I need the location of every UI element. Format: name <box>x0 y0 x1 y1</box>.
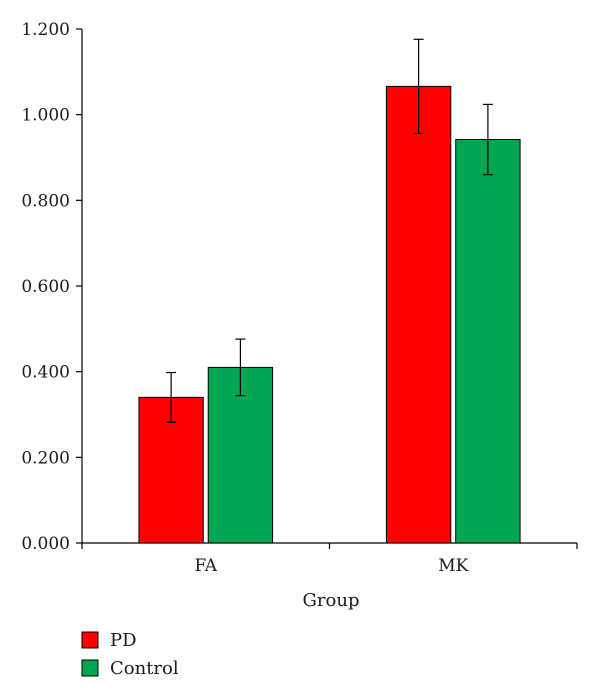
y-tick-label: 0.600 <box>21 277 70 297</box>
legend-swatch-pd <box>81 631 99 649</box>
bars <box>138 85 521 544</box>
x-axis-title: Group <box>303 590 360 611</box>
y-tick-label: 0.200 <box>21 448 70 468</box>
legend: PD Control <box>81 630 179 679</box>
legend-swatch-control <box>81 659 99 677</box>
y-tick-label: 0.000 <box>21 534 70 554</box>
y-axis: 0.000 0.200 0.400 0.600 0.800 1.000 1.200 <box>21 20 83 554</box>
error-bars <box>166 38 493 423</box>
y-tick-label: 0.800 <box>21 191 70 211</box>
y-tick-label: 1.200 <box>21 20 70 40</box>
y-tick-label: 0.400 <box>21 363 70 383</box>
bar-control-mk <box>455 139 521 544</box>
bar-pd-mk <box>385 85 452 544</box>
bar-control-fa <box>207 366 274 544</box>
x-axis: FA MK <box>81 542 578 576</box>
x-category-label: MK <box>438 556 468 576</box>
x-category-label: FA <box>194 556 217 576</box>
legend-label-control: Control <box>110 658 179 679</box>
y-tick-label: 1.000 <box>21 106 70 126</box>
legend-label-pd: PD <box>110 630 137 651</box>
